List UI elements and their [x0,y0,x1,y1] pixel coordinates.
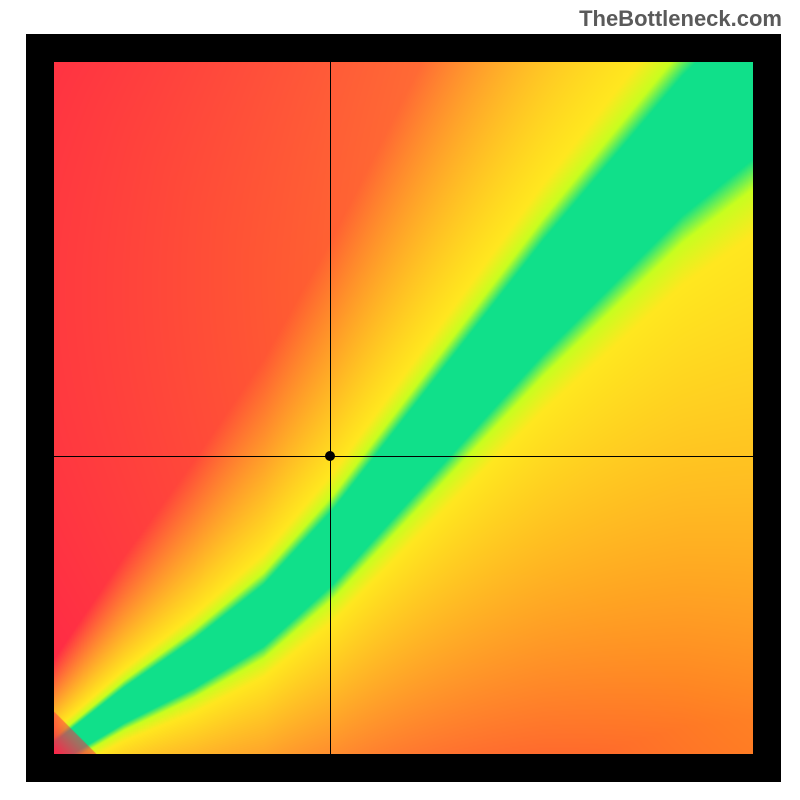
heatmap-canvas [54,62,753,754]
plot-frame [26,34,781,782]
crosshair-vertical [330,62,331,754]
crosshair-horizontal [54,456,753,457]
watermark-text: TheBottleneck.com [579,6,782,32]
